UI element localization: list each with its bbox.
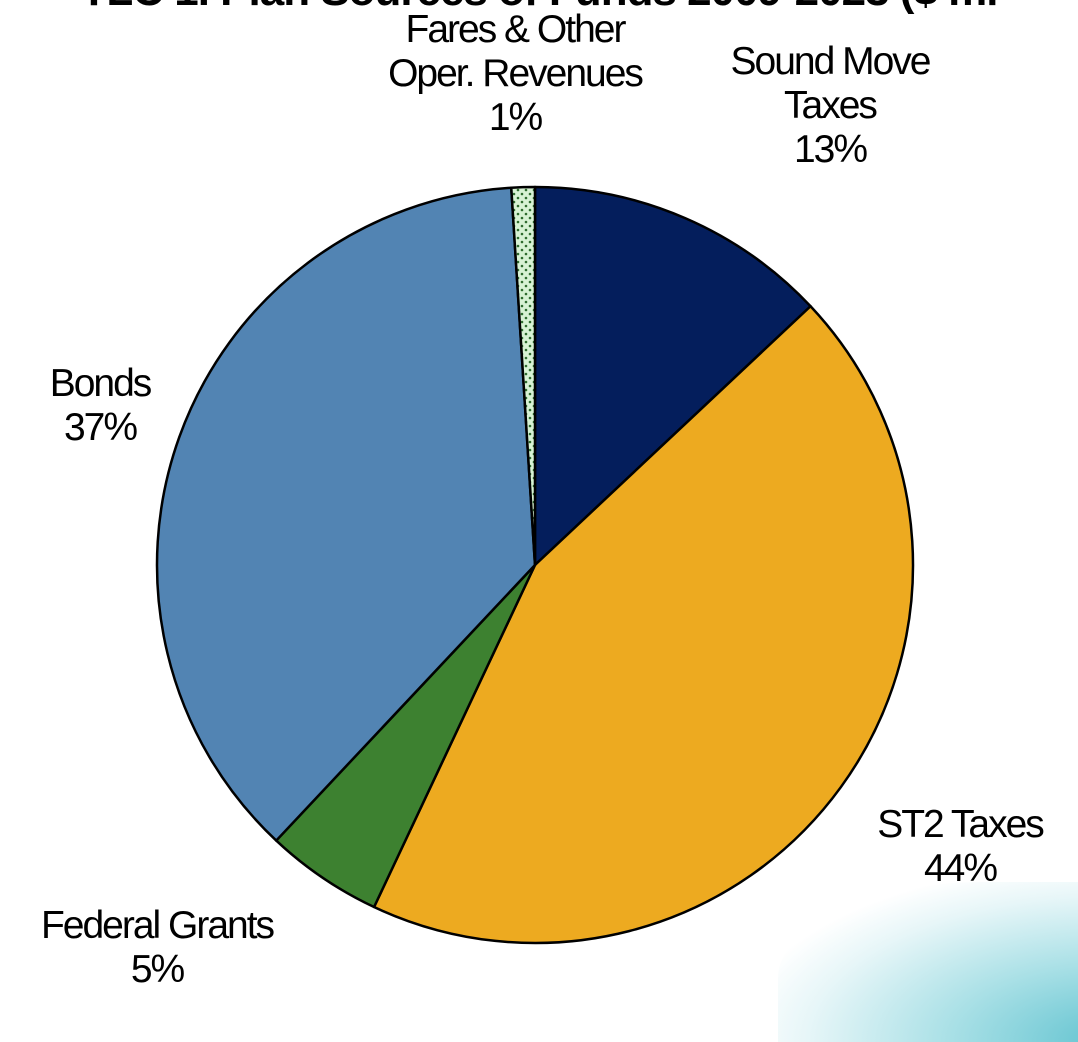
chart-title: TLC 1. Plan Sources of Funds 2009-2023 (…: [0, 0, 1078, 16]
pie-slices: [155, 185, 915, 945]
slice-label-st2-taxes: ST2 Taxes 44%: [877, 803, 1045, 890]
slice-label-bonds: Bonds 37%: [49, 362, 153, 449]
slice-label-sound-move: Sound Move Taxes 13%: [730, 40, 932, 171]
slice-fares-other: [510, 185, 537, 567]
slice-label-federal-grants: Federal Grants 5%: [40, 904, 275, 991]
slice-bonds: [155, 186, 537, 842]
slice-st2-taxes: [372, 304, 915, 945]
slice-sound-move: [533, 185, 812, 567]
pie-chart: [155, 185, 915, 945]
slice-label-fares: Fares & Other Oper. Revenues 1%: [388, 8, 644, 139]
